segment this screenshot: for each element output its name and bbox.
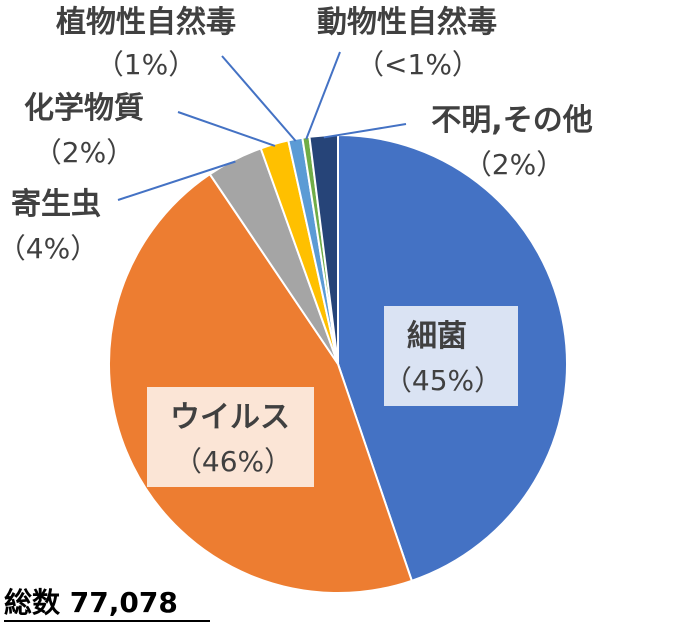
leader-line-unknown-other	[323, 123, 407, 139]
total-count-label: 総数 77,078	[4, 586, 178, 619]
slice-pct-animal-toxin: （<1%）	[356, 48, 480, 81]
slice-pct-parasite: （4%）	[0, 232, 98, 265]
leader-line-chemical	[177, 111, 276, 147]
slice-label-chemical: 化学物質	[24, 91, 144, 126]
slice-label-unknown-other: 不明,その他	[431, 103, 592, 138]
slice-pct-virus: （46%）	[174, 445, 292, 478]
slice-label-virus: ウイルス	[170, 400, 290, 435]
label-box-virus	[147, 387, 314, 487]
leader-lines	[117, 51, 407, 201]
pie-slice-virus	[108, 172, 414, 594]
leader-line-plant-toxin	[221, 55, 297, 142]
slice-label-animal-toxin: 動物性自然毒	[317, 5, 497, 40]
slice-pct-unknown-other: （2%）	[464, 148, 564, 181]
slice-label-plant-toxin: 植物性自然毒	[56, 5, 236, 40]
slice-label-bacteria: 細菌	[407, 319, 467, 354]
leader-line-parasite	[117, 160, 236, 201]
leader-line-animal-toxin	[305, 51, 341, 140]
slice-label-parasite: 寄生虫	[11, 187, 101, 222]
slice-pct-plant-toxin: （1%）	[96, 48, 196, 81]
slice-pct-chemical: （2%）	[34, 136, 134, 169]
slice-pct-bacteria: （45%）	[384, 364, 502, 397]
label-box-bacteria	[384, 306, 518, 406]
